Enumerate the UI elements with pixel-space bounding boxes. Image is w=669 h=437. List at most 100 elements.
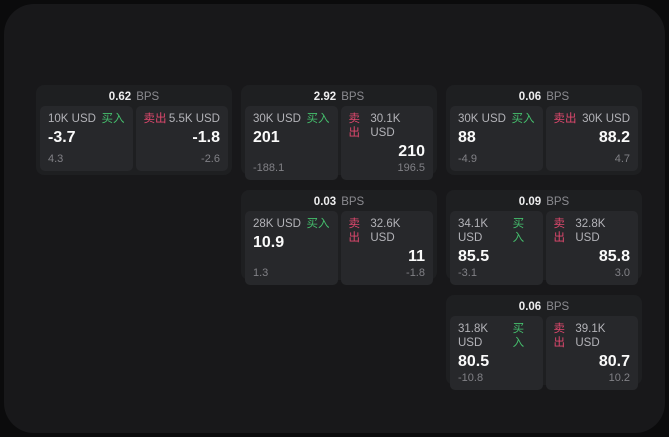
sell-notional: 30.1K USD — [370, 113, 401, 139]
buy-notional: 30K USD — [458, 113, 506, 125]
sell-panel[interactable]: 卖出 32.8K USD 85.8 3.0 — [545, 211, 638, 285]
buy-price: 80.5 — [458, 353, 490, 370]
sell-change: 196.5 — [397, 162, 425, 174]
buy-change: -4.9 — [458, 153, 477, 165]
sell-price: 88.2 — [598, 129, 630, 146]
quote-card: 0.09 BPS 34.1K USD 买入 85.5 -3.1 卖出 32.8K… — [446, 190, 642, 285]
sell-change: 4.7 — [614, 153, 630, 165]
quote-card: 2.92 BPS 30K USD 买入 201 -188.1 卖出 30.1K … — [241, 85, 437, 180]
buy-price: 85.5 — [458, 248, 490, 265]
sell-panel-top: 卖出 32.6K USD — [349, 217, 426, 245]
buy-label: 买入 — [512, 218, 525, 244]
sell-notional: 5.5K USD — [168, 113, 220, 125]
sell-label: 卖出 — [348, 218, 361, 244]
bps-unit-label: BPS — [341, 196, 365, 208]
sell-change: 3.0 — [614, 267, 630, 279]
buy-panel-top: 34.1K USD 买入 — [458, 217, 535, 245]
panels-row: 30K USD 买入 88 -4.9 卖出 30K USD 88.2 4.7 — [450, 106, 638, 171]
sell-price: 11 — [408, 248, 425, 265]
buy-change: -3.1 — [458, 267, 477, 279]
buy-panel-top: 10K USD 买入 — [48, 112, 125, 126]
buy-label: 买入 — [512, 323, 525, 349]
buy-notional: 10K USD — [48, 113, 96, 125]
sell-price: 85.8 — [598, 248, 630, 265]
bps-unit-label: BPS — [341, 91, 365, 103]
card-header: 0.06 BPS — [450, 89, 638, 106]
sell-panel-top: 卖出 32.8K USD — [554, 217, 631, 245]
sell-label: 卖出 — [553, 218, 566, 244]
sell-label: 卖出 — [143, 113, 167, 125]
panels-row: 10K USD 买入 -3.7 4.3 卖出 5.5K USD -1.8 -2.… — [40, 106, 228, 171]
sell-change: -2.6 — [201, 153, 220, 165]
bps-value: 0.62 — [108, 91, 132, 103]
buy-notional: 34.1K USD — [458, 218, 489, 244]
card-header: 0.03 BPS — [245, 194, 433, 211]
bps-unit-label: BPS — [546, 196, 570, 208]
bps-value: 0.06 — [518, 301, 542, 313]
quote-card: 0.62 BPS 10K USD 买入 -3.7 4.3 卖出 5.5K USD… — [36, 85, 232, 175]
card-header: 0.62 BPS — [40, 89, 228, 106]
bps-value: 0.06 — [518, 91, 542, 103]
panels-row: 31.8K USD 买入 80.5 -10.8 卖出 39.1K USD 80.… — [450, 316, 638, 390]
buy-panel[interactable]: 30K USD 买入 88 -4.9 — [450, 106, 543, 171]
buy-price: 88 — [458, 129, 476, 146]
sell-notional: 39.1K USD — [575, 323, 606, 349]
buy-panel[interactable]: 10K USD 买入 -3.7 4.3 — [40, 106, 133, 171]
bps-value: 0.03 — [313, 196, 337, 208]
bps-unit-label: BPS — [546, 301, 570, 313]
buy-label: 买入 — [101, 113, 125, 125]
sell-change: 10.2 — [608, 372, 630, 384]
buy-price: 201 — [253, 129, 280, 146]
buy-panel-top: 28K USD 买入 — [253, 217, 330, 231]
sell-panel-top: 卖出 5.5K USD — [144, 112, 221, 126]
quote-card: 0.06 BPS 30K USD 买入 88 -4.9 卖出 30K USD 8… — [446, 85, 642, 175]
quote-card: 0.03 BPS 28K USD 买入 10.9 1.3 卖出 32.6K US… — [241, 190, 437, 285]
panels-row: 34.1K USD 买入 85.5 -3.1 卖出 32.8K USD 85.8… — [450, 211, 638, 285]
buy-panel-top: 31.8K USD 买入 — [458, 322, 535, 350]
buy-label: 买入 — [306, 113, 330, 125]
sell-notional: 30K USD — [582, 113, 630, 125]
buy-panel-top: 30K USD 买入 — [253, 112, 330, 126]
card-header: 0.09 BPS — [450, 194, 638, 211]
buy-panel-top: 30K USD 买入 — [458, 112, 535, 126]
card-header: 2.92 BPS — [245, 89, 433, 106]
sell-panel[interactable]: 卖出 5.5K USD -1.8 -2.6 — [135, 106, 228, 171]
quote-card: 0.06 BPS 31.8K USD 买入 80.5 -10.8 卖出 39.1… — [446, 295, 642, 390]
buy-change: -10.8 — [458, 372, 484, 384]
buy-price: 10.9 — [253, 234, 285, 251]
buy-panel[interactable]: 28K USD 买入 10.9 1.3 — [245, 211, 338, 285]
sell-panel[interactable]: 卖出 32.6K USD 11 -1.8 — [340, 211, 433, 285]
sell-panel-top: 卖出 30K USD — [554, 112, 631, 126]
sell-notional: 32.6K USD — [370, 218, 401, 244]
sell-panel[interactable]: 卖出 30K USD 88.2 4.7 — [545, 106, 638, 171]
sell-price: -1.8 — [192, 129, 220, 146]
sell-price: 210 — [398, 143, 425, 160]
buy-change: -188.1 — [253, 162, 285, 174]
buy-label: 买入 — [306, 218, 330, 230]
buy-label: 买入 — [511, 113, 535, 125]
buy-notional: 30K USD — [253, 113, 301, 125]
panels-row: 28K USD 买入 10.9 1.3 卖出 32.6K USD 11 -1.8 — [245, 211, 433, 285]
buy-panel[interactable]: 30K USD 买入 201 -188.1 — [245, 106, 338, 180]
buy-notional: 31.8K USD — [458, 323, 489, 349]
sell-panel-top: 卖出 30.1K USD — [349, 112, 426, 140]
bps-value: 0.09 — [518, 196, 542, 208]
bps-unit-label: BPS — [136, 91, 160, 103]
panels-row: 30K USD 买入 201 -188.1 卖出 30.1K USD 210 1… — [245, 106, 433, 180]
sell-notional: 32.8K USD — [575, 218, 606, 244]
sell-label: 卖出 — [553, 323, 566, 349]
buy-panel[interactable]: 34.1K USD 买入 85.5 -3.1 — [450, 211, 543, 285]
sell-label: 卖出 — [553, 113, 577, 125]
quote-cards-grid: 0.62 BPS 10K USD 买入 -3.7 4.3 卖出 5.5K USD… — [36, 85, 642, 390]
buy-change: 1.3 — [253, 267, 269, 279]
buy-change: 4.3 — [48, 153, 64, 165]
buy-panel[interactable]: 31.8K USD 买入 80.5 -10.8 — [450, 316, 543, 390]
bps-value: 2.92 — [313, 91, 337, 103]
buy-price: -3.7 — [48, 129, 76, 146]
sell-panel[interactable]: 卖出 39.1K USD 80.7 10.2 — [545, 316, 638, 390]
sell-label: 卖出 — [348, 113, 361, 139]
sell-panel-top: 卖出 39.1K USD — [554, 322, 631, 350]
sell-change: -1.8 — [406, 267, 425, 279]
card-header: 0.06 BPS — [450, 299, 638, 316]
sell-panel[interactable]: 卖出 30.1K USD 210 196.5 — [340, 106, 433, 180]
